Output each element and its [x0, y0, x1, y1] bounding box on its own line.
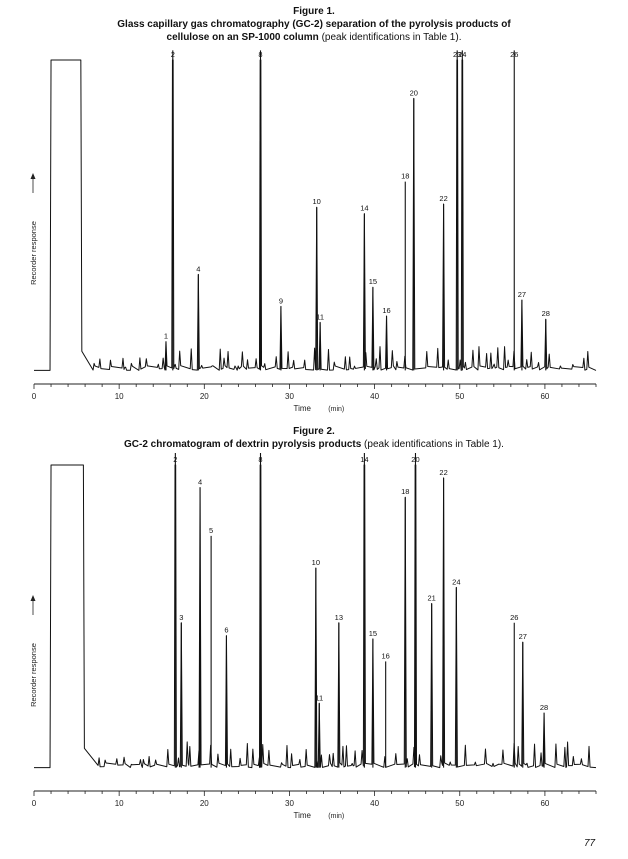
- peak-label: 27: [519, 632, 527, 641]
- x-tick-label: 60: [540, 799, 549, 808]
- y-axis-label: Recorder response: [29, 221, 38, 285]
- peak-label: 11: [316, 312, 324, 321]
- chromatogram-trace: [34, 59, 597, 371]
- peak-label: 20: [410, 88, 418, 97]
- x-tick-label: 30: [285, 392, 294, 401]
- peak-label: 24: [458, 50, 466, 59]
- peak-label: 8: [258, 455, 262, 464]
- figure-2-chromatogram: 0 10 20 30 40 50 60 Time (min) Recorder response 2…: [29, 453, 597, 820]
- peak-label: 2: [171, 50, 175, 59]
- peak-label: 4: [196, 264, 200, 273]
- peak-label: 22: [439, 194, 447, 203]
- peak-label: 15: [369, 277, 377, 286]
- peak-label: 4: [198, 478, 202, 487]
- peak-label: 1: [164, 332, 168, 341]
- x-tick-label: 10: [115, 392, 124, 401]
- chromatogram-trace: [34, 464, 597, 769]
- x-tick-label: 0: [32, 392, 37, 401]
- peak-label: 26: [510, 613, 518, 622]
- figure-2-label: Figure 2.: [293, 426, 335, 437]
- x-tick-label: 50: [455, 799, 464, 808]
- peak-label: 3: [179, 613, 183, 622]
- x-tick-label: 40: [370, 799, 379, 808]
- y-axis-label: Recorder response: [29, 643, 38, 707]
- page-number: 77: [584, 838, 596, 849]
- peak-label: 15: [369, 629, 377, 638]
- x-tick-label: 20: [200, 392, 209, 401]
- peak-label: 23: [453, 50, 461, 59]
- y-axis-arrowhead: [30, 595, 36, 601]
- x-axis-unit: (min): [328, 813, 344, 820]
- peak-label: 21: [427, 593, 435, 602]
- peak-label: 26: [510, 50, 518, 59]
- figure-1-title-line1: Glass capillary gas chromatography (GC-2…: [117, 19, 511, 30]
- x-axis-label: Time: [293, 811, 311, 820]
- peak-label: 13: [335, 613, 343, 622]
- x-tick-label: 30: [285, 799, 294, 808]
- figure-1-chromatogram: 0 10 20 30 40 50 60 Time (min) Recorder response 1…: [29, 50, 597, 413]
- figure-1-label: Figure 1.: [293, 6, 335, 17]
- x-tick-label: 0: [32, 799, 37, 808]
- peak-label: 6: [224, 626, 228, 635]
- x-tick-label: 60: [540, 392, 549, 401]
- figure-1-caption: Figure 1. Glass capillary gas chromatogr…: [0, 5, 628, 44]
- peak-label: 27: [518, 290, 526, 299]
- x-tick-label: 20: [200, 799, 209, 808]
- peak-label: 10: [313, 197, 321, 206]
- peak-label: 14: [360, 455, 368, 464]
- figure-2-title-bold: GC-2 chromatogram of dextrin pyrolysis p…: [124, 439, 362, 450]
- figure-1-title-plain: (peak identifications in Table 1).: [318, 32, 462, 43]
- peak-label: 18: [401, 172, 409, 181]
- x-tick-label: 50: [455, 392, 464, 401]
- peak-label: 5: [209, 526, 213, 535]
- peak-label: 24: [452, 577, 460, 586]
- x-axis-unit: (min): [328, 406, 344, 413]
- peak-label: 22: [439, 468, 447, 477]
- x-axis-label: Time: [293, 404, 311, 413]
- peak-label: 16: [382, 651, 390, 660]
- peak-label: 9: [279, 296, 283, 305]
- y-axis-arrowhead: [30, 173, 36, 179]
- peak-label: 14: [360, 204, 368, 213]
- figure-2-title-plain: (peak identifications in Table 1).: [361, 439, 504, 450]
- x-tick-label: 10: [115, 799, 124, 808]
- figure-1-title-line2: cellulose on an SP-1000 column (peak ide…: [0, 31, 628, 44]
- peak-label: 28: [540, 703, 548, 712]
- peak-label: 11: [315, 693, 323, 702]
- figure-2-caption: Figure 2. GC-2 chromatogram of dextrin p…: [0, 425, 628, 451]
- peak-label: 20: [411, 455, 419, 464]
- peak-label: 16: [382, 306, 390, 315]
- peak-label: 8: [258, 50, 262, 59]
- x-tick-label: 40: [370, 392, 379, 401]
- figure-1-title-bold: cellulose on an SP-1000 column: [166, 32, 319, 43]
- peak-label: 18: [401, 487, 409, 496]
- peak-label: 10: [312, 558, 320, 567]
- peak-label: 28: [542, 309, 550, 318]
- peak-label: 2: [173, 455, 177, 464]
- figure-2-title-line1: GC-2 chromatogram of dextrin pyrolysis p…: [0, 438, 628, 451]
